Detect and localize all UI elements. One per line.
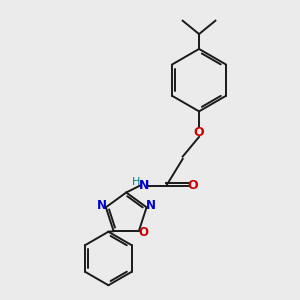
Text: O: O — [138, 226, 148, 239]
Text: N: N — [139, 179, 149, 192]
Text: O: O — [194, 126, 204, 139]
Text: O: O — [187, 179, 197, 192]
Text: H: H — [131, 177, 140, 187]
Text: N: N — [97, 199, 107, 212]
Text: N: N — [146, 199, 156, 212]
